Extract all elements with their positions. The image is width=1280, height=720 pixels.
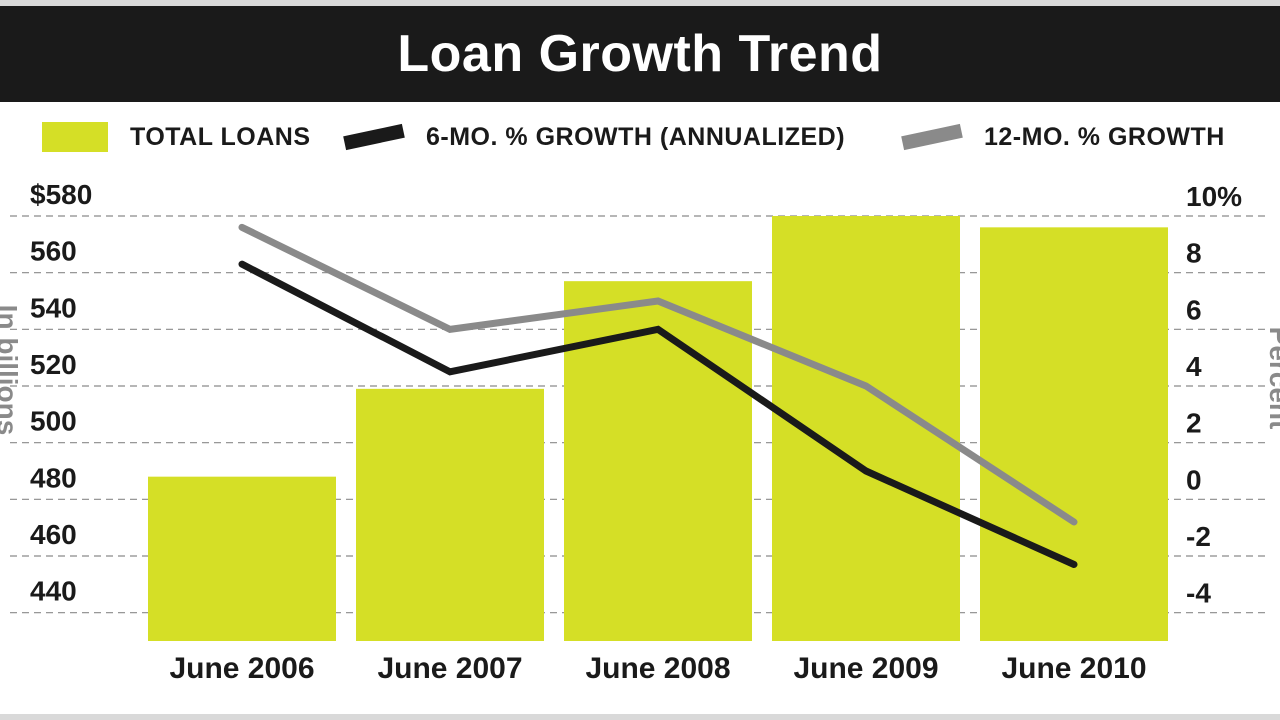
y-tick-left: $580: [30, 179, 92, 210]
bar-total-loans: [980, 227, 1168, 642]
x-tick: June 2006: [169, 652, 314, 685]
y-tick-right: -4: [1186, 578, 1211, 609]
chart-title: Loan Growth Trend: [397, 25, 883, 83]
title-bar: Loan Growth Trend: [0, 6, 1280, 102]
y-tick-right: 0: [1186, 464, 1202, 495]
y-axis-title-left: In billions: [0, 305, 23, 436]
legend-label-twelve-month-growth: 12-MO. % GROWTH: [984, 122, 1225, 151]
y-tick-right: 8: [1186, 238, 1202, 269]
y-tick-right: 2: [1186, 408, 1202, 439]
x-tick: June 2010: [1001, 652, 1146, 685]
x-tick: June 2009: [793, 652, 938, 685]
legend-swatch-total-loans: [42, 122, 108, 152]
x-tick: June 2007: [377, 652, 522, 685]
y-tick-right: 10%: [1186, 181, 1242, 212]
bar-total-loans: [148, 476, 336, 641]
legend: TOTAL LOANS 6-MO. % GROWTH (ANNUALIZED) …: [0, 112, 1280, 162]
y-tick-left: 540: [30, 292, 77, 323]
y-tick-right: 6: [1186, 294, 1202, 325]
bar-total-loans: [356, 388, 544, 641]
y-tick-right: -2: [1186, 521, 1211, 552]
y-tick-left: 520: [30, 349, 77, 380]
y-tick-left: 500: [30, 406, 77, 437]
bar-total-loans: [564, 281, 752, 641]
legend-item-twelve-month-growth: 12-MO. % GROWTH: [901, 122, 1225, 152]
y-tick-left: 440: [30, 576, 77, 607]
y-tick-left: 460: [30, 519, 77, 550]
legend-label-six-month-growth: 6-MO. % GROWTH (ANNUALIZED): [426, 122, 846, 151]
y-tick-left: 480: [30, 462, 77, 493]
x-tick: June 2008: [585, 652, 730, 685]
legend-item-six-month-growth: 6-MO. % GROWTH (ANNUALIZED): [343, 122, 846, 152]
legend-label-total-loans: TOTAL LOANS: [130, 122, 311, 151]
y-axis-title-right: Percent: [1264, 327, 1280, 430]
legend-item-total-loans: TOTAL LOANS: [42, 122, 311, 152]
y-tick-left: 560: [30, 236, 77, 267]
y-tick-right: 4: [1186, 351, 1202, 382]
